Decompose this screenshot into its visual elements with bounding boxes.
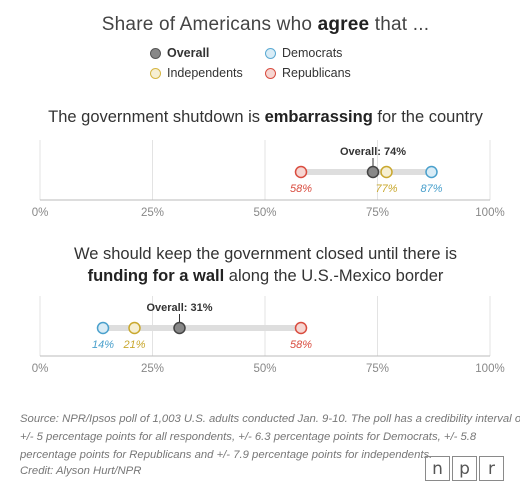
main-title: Share of Americans who agree that ...: [101, 14, 430, 35]
npr-logo: n p r: [425, 456, 506, 481]
legend-item-independents: Independents: [150, 66, 243, 80]
legend-label-overall: Overall: [167, 46, 210, 60]
source-line: percentage points for Republicans and +/…: [20, 449, 433, 461]
overall-label: Overall: 74%: [340, 146, 406, 158]
tick-label: 50%: [253, 363, 276, 375]
tick-label: 75%: [366, 363, 389, 375]
source-line: +/- 5 percentage points for all responde…: [20, 431, 477, 443]
chart-1: 0% 25% 50% 75% 100% Overall: 74% 58% 77% 87%: [32, 140, 505, 219]
legend-item-democrats: Democrats: [265, 46, 342, 60]
legend-item-overall: Overall: [150, 46, 209, 60]
tick-label: 100%: [475, 363, 504, 375]
value-label-republicans: 58%: [290, 339, 312, 351]
legend-swatch-overall: [150, 47, 161, 59]
npr-logo-r: r: [479, 456, 504, 481]
tick-label: 0%: [32, 207, 49, 219]
legend-swatch-independents: [150, 67, 161, 79]
dot-republicans: [294, 165, 308, 179]
tick-label: 25%: [141, 207, 164, 219]
tick-label: 100%: [475, 207, 504, 219]
dot-democrats: [96, 321, 110, 335]
value-label-independents: 77%: [375, 183, 397, 195]
source-line: Source: NPR/Ipsos poll of 1,003 U.S. adu…: [20, 413, 520, 425]
chart-2-title-line-1: We should keep the government closed unt…: [73, 245, 458, 263]
tick-label: 75%: [366, 207, 389, 219]
legend-swatch-republicans: [265, 67, 276, 79]
dot-overall: [173, 321, 186, 335]
tick-label: 25%: [141, 363, 164, 375]
chart-1-title: The government shutdown is embarrassing …: [48, 108, 483, 126]
legend-label-democrats: Democrats: [282, 46, 343, 60]
credit: Credit: Alyson Hurt/NPR: [20, 465, 142, 477]
tick-label: 50%: [253, 207, 276, 219]
chart-2: 0% 25% 50% 75% 100% Overall: 31% 14% 21% 58%: [32, 296, 505, 375]
dot-independents: [128, 321, 141, 335]
legend-item-republicans: Republicans: [265, 66, 351, 80]
tick-label: 0%: [32, 363, 49, 375]
legend-swatch-democrats: [265, 47, 276, 59]
dot-democrats: [425, 165, 438, 179]
chart-2-title-line-2: funding for a wall along the U.S.-Mexico…: [87, 267, 444, 285]
dot-independents: [380, 165, 393, 179]
npr-logo-p: p: [452, 456, 477, 481]
value-label-democrats: 87%: [420, 183, 442, 195]
dot-overall: [366, 165, 380, 179]
source-note: Source: NPR/Ipsos poll of 1,003 U.S. adu…: [20, 410, 520, 464]
dot-republicans: [294, 321, 308, 335]
chart-2-title: We should keep the government closed unt…: [0, 243, 531, 287]
value-label-democrats: 14%: [92, 339, 114, 351]
value-label-republicans: 58%: [290, 183, 312, 195]
overall-label: Overall: 31%: [146, 302, 212, 314]
legend-label-independents: Independents: [167, 66, 243, 80]
legend-label-republicans: Republicans: [282, 66, 351, 80]
npr-logo-n: n: [425, 456, 450, 481]
value-label-independents: 21%: [122, 339, 145, 351]
